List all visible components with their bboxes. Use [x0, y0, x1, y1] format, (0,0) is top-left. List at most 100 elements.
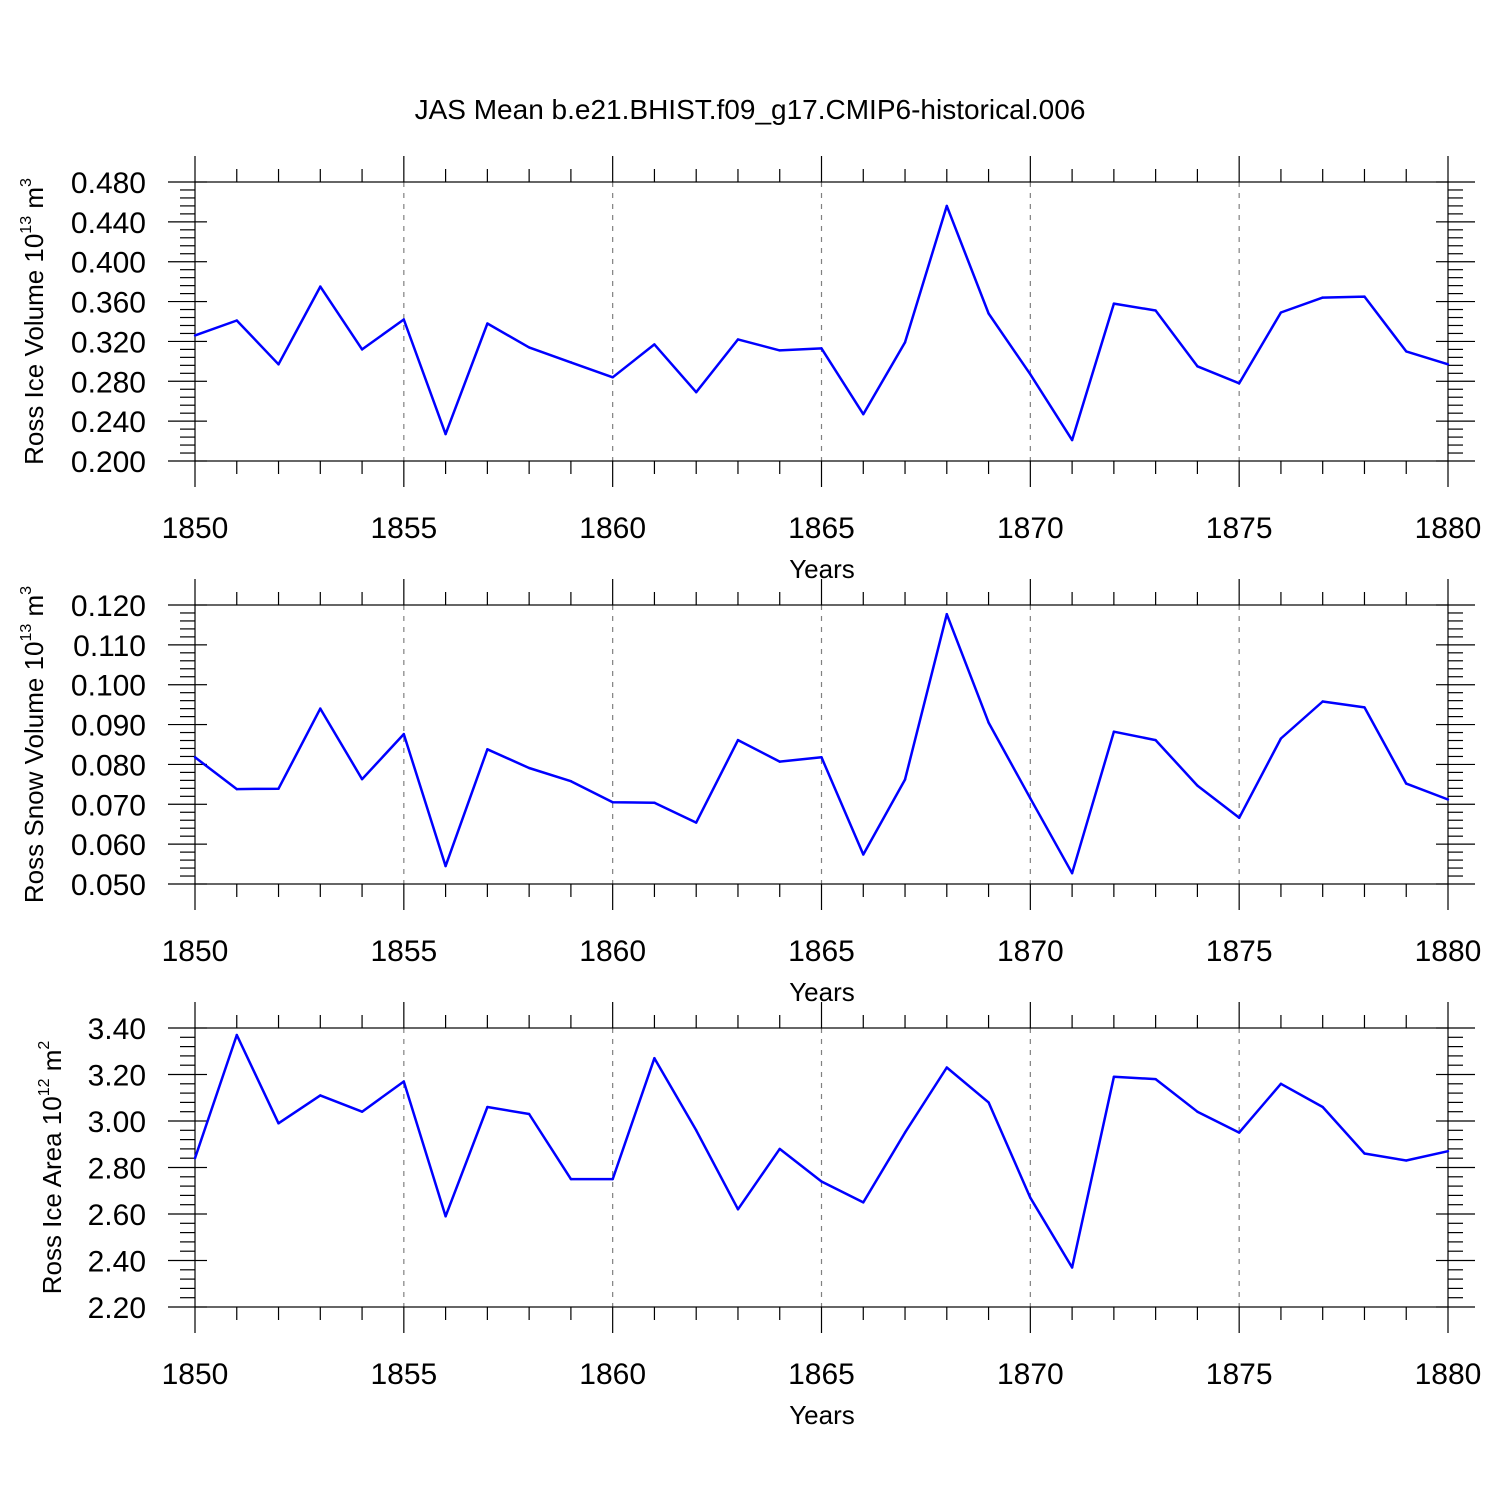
x-tick-label: 1870	[997, 1358, 1064, 1391]
data-point	[1070, 438, 1074, 442]
y-tick-label: 0.100	[71, 670, 146, 703]
data-point	[444, 864, 447, 868]
data-point	[653, 343, 656, 346]
data-point	[1237, 816, 1241, 820]
x-axis-title: Years	[789, 1400, 855, 1430]
data-point	[1321, 296, 1324, 299]
data-point	[1363, 295, 1366, 298]
data-point	[736, 1208, 740, 1211]
plot-frame	[194, 181, 1449, 462]
chart-panels: 0.200 0.240 0.280 0.320 0.360 0.400 0.440 0.480…	[18, 156, 1481, 1430]
x-tick-label: 1865	[788, 1358, 855, 1391]
x-tick-label: 1855	[370, 1358, 437, 1391]
data-point	[1363, 706, 1366, 709]
data-point	[778, 1147, 781, 1151]
chart-panel-1: 0.200 0.240 0.280 0.320 0.360 0.400 0.440 0.480…	[18, 156, 1481, 584]
data-point	[820, 756, 823, 759]
data-point	[1279, 311, 1283, 314]
x-tick-label: 1850	[162, 1358, 229, 1391]
data-point	[1279, 737, 1283, 740]
data-point	[1196, 784, 1199, 787]
data-point	[402, 732, 406, 736]
y-tick-label: 0.090	[71, 710, 146, 743]
data-point	[695, 1129, 698, 1132]
data-point	[1112, 1075, 1116, 1079]
y-tick-label: 0.070	[71, 789, 146, 822]
y-tick-label: 0.320	[71, 326, 146, 359]
data-point	[987, 312, 990, 315]
y-tick-label: 3.00	[88, 1106, 146, 1139]
data-point	[277, 787, 280, 790]
data-point	[1070, 1266, 1074, 1269]
y-tick-label: 0.050	[71, 869, 146, 902]
data-point	[945, 612, 948, 616]
y-tick-label: 0.080	[71, 749, 146, 782]
y-tick-label: 0.360	[71, 287, 146, 320]
data-point	[820, 1180, 823, 1183]
data-point	[1321, 700, 1324, 703]
x-tick-label: 1875	[1206, 512, 1273, 545]
data-point	[486, 322, 489, 325]
data-point	[945, 204, 948, 208]
data-point	[862, 1201, 865, 1204]
data-point	[1029, 373, 1032, 376]
data-point	[1196, 1110, 1199, 1113]
data-point	[1321, 1105, 1324, 1109]
chart-panel-3: 2.20 2.40 2.60 2.80 3.00 3.20 3.40 1850 1855 1860…	[36, 1002, 1481, 1430]
data-point	[862, 412, 865, 416]
data-point	[319, 285, 322, 288]
data-point	[569, 779, 573, 783]
data-point	[653, 801, 656, 804]
x-tick-label: 1850	[162, 935, 229, 968]
x-tick-label: 1855	[370, 935, 437, 968]
chart-title: JAS Mean b.e21.BHIST.f09_g17.CMIP6-histo…	[415, 94, 1086, 125]
x-tick-label: 1865	[788, 512, 855, 545]
y-tick-label: 2.40	[88, 1246, 146, 1279]
x-tick-label: 1880	[1415, 1358, 1482, 1391]
data-point	[360, 1110, 364, 1113]
data-point	[736, 338, 740, 341]
data-point	[1237, 382, 1241, 385]
y-tick-label: 3.40	[88, 1013, 146, 1046]
data-point	[1154, 738, 1157, 742]
data-point	[987, 721, 990, 724]
data-point	[360, 777, 364, 781]
data-point	[235, 787, 238, 791]
data-point	[695, 821, 698, 824]
y-tick-label: 0.480	[71, 167, 146, 200]
data-point	[736, 738, 740, 742]
data-point	[486, 1105, 489, 1109]
data-point	[193, 1157, 197, 1160]
data-point	[778, 349, 781, 352]
data-point	[1363, 1152, 1366, 1155]
y-tick-label: 0.200	[71, 446, 146, 479]
data-point	[820, 347, 823, 350]
data-point	[1112, 730, 1116, 733]
y-axis-title: Ross Ice Volume 1013 m3	[18, 178, 49, 465]
data-point	[1405, 782, 1408, 785]
data-point	[444, 1215, 447, 1218]
y-tick-label: 0.240	[71, 406, 146, 439]
data-point	[402, 1080, 406, 1083]
data-point	[611, 801, 614, 804]
data-point	[527, 1112, 531, 1116]
data-point	[1070, 872, 1074, 875]
y-tick-label: 2.60	[88, 1199, 146, 1232]
plot-frame	[194, 1027, 1449, 1308]
data-point	[862, 853, 865, 856]
y-axis-title: Ross Ice Area 1012 m2	[36, 1041, 67, 1295]
x-tick-label: 1880	[1415, 935, 1482, 968]
y-tick-label: 0.110	[73, 630, 146, 663]
data-point	[193, 334, 197, 337]
x-tick-label: 1880	[1415, 512, 1482, 545]
data-point	[653, 1057, 656, 1060]
y-tick-label: 0.440	[71, 207, 146, 240]
x-tick-label: 1865	[788, 935, 855, 968]
data-point	[569, 1177, 573, 1181]
data-point	[778, 760, 781, 763]
data-point	[486, 748, 489, 751]
data-point	[193, 756, 197, 759]
data-point	[569, 361, 573, 364]
x-tick-label: 1855	[370, 512, 437, 545]
